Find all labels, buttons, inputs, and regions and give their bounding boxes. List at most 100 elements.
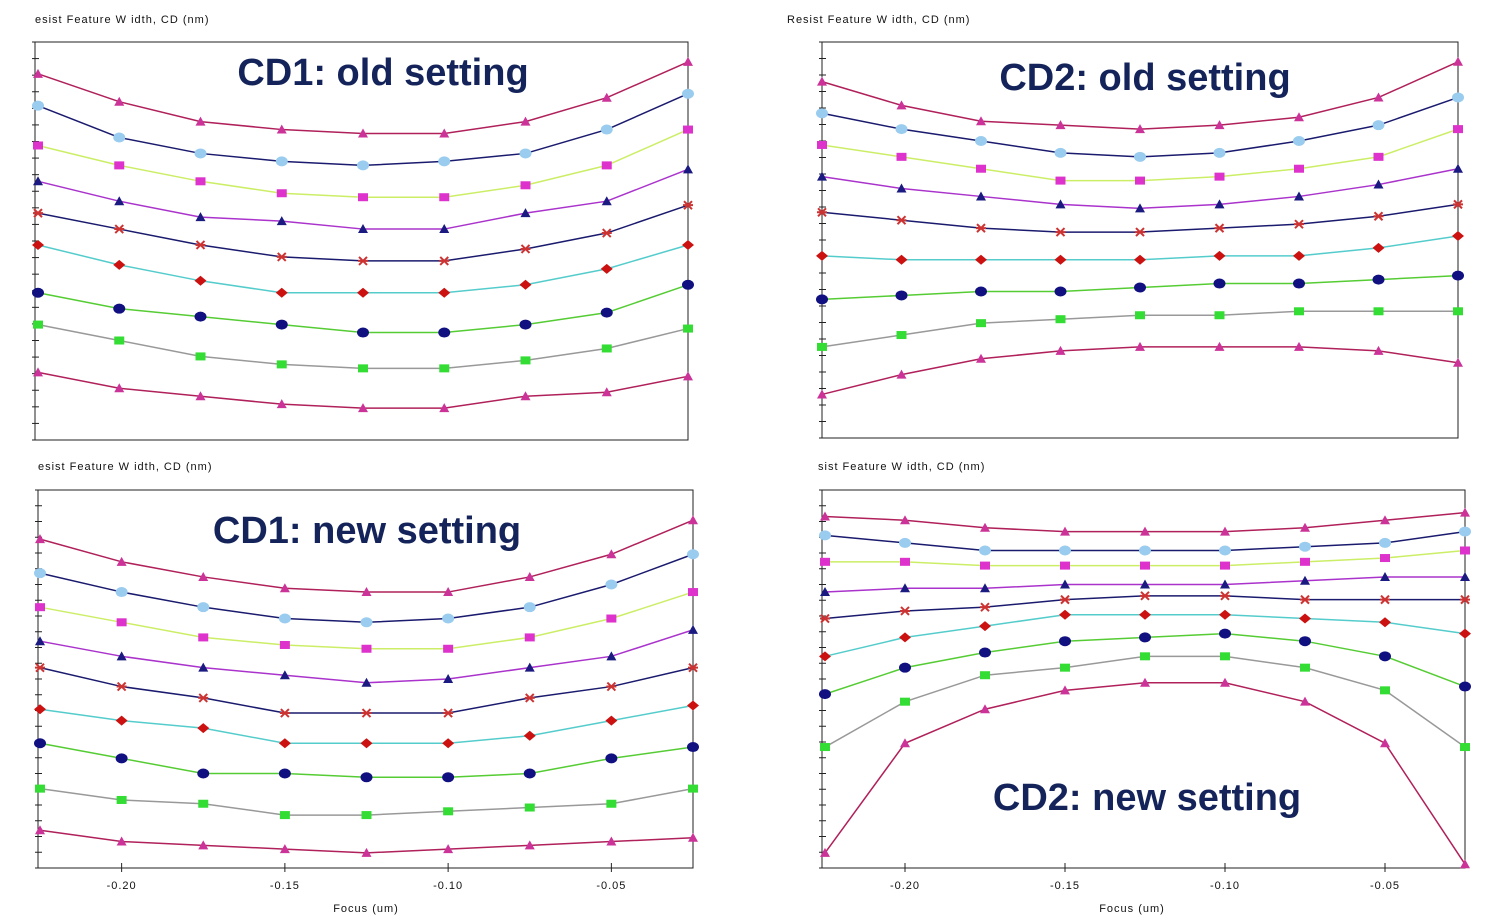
- marker: [358, 364, 368, 373]
- marker: [975, 286, 987, 297]
- marker: [443, 807, 454, 816]
- marker: [1373, 307, 1384, 316]
- marker: [1453, 163, 1463, 173]
- marker: [1380, 738, 1390, 748]
- marker: [519, 319, 532, 330]
- marker: [33, 320, 43, 329]
- marker: [35, 662, 45, 673]
- marker: [114, 161, 125, 170]
- marker: [976, 223, 986, 233]
- marker: [358, 224, 368, 234]
- marker: [682, 239, 694, 250]
- marker: [34, 704, 46, 715]
- marker: [1054, 286, 1067, 297]
- marker: [358, 128, 368, 138]
- marker: [115, 587, 128, 598]
- marker: [600, 124, 613, 135]
- marker: [899, 632, 911, 643]
- marker: [443, 644, 454, 653]
- marker: [1055, 345, 1066, 355]
- marker: [1214, 223, 1225, 233]
- marker: [1220, 561, 1230, 570]
- marker: [357, 160, 369, 171]
- marker: [520, 391, 531, 401]
- series-line: [821, 167, 1459, 210]
- series: [32, 88, 694, 171]
- marker: [896, 183, 907, 193]
- marker: [113, 303, 126, 314]
- marker: [817, 76, 827, 86]
- series-line: [37, 244, 689, 294]
- marker: [1139, 609, 1151, 620]
- series: [817, 199, 1463, 237]
- marker: [900, 697, 910, 706]
- marker: [605, 753, 618, 764]
- marker: [275, 319, 288, 330]
- marker: [1214, 199, 1225, 209]
- series: [817, 125, 1463, 185]
- marker: [1219, 628, 1231, 639]
- marker: [1220, 652, 1230, 661]
- marker: [1220, 591, 1230, 601]
- marker: [360, 617, 373, 628]
- marker: [114, 224, 125, 234]
- marker: [1135, 176, 1145, 185]
- marker: [523, 768, 536, 779]
- marker: [1293, 278, 1305, 289]
- marker: [688, 784, 698, 793]
- series: [35, 662, 698, 718]
- marker: [276, 189, 287, 198]
- marker: [438, 327, 451, 338]
- marker: [439, 256, 450, 266]
- marker: [197, 723, 210, 734]
- series: [820, 677, 1470, 869]
- marker: [115, 753, 128, 764]
- marker: [1219, 545, 1231, 556]
- marker: [1300, 594, 1310, 605]
- marker: [687, 700, 699, 711]
- marker: [116, 795, 127, 804]
- marker: [358, 403, 368, 413]
- series: [816, 92, 1464, 162]
- marker: [606, 681, 617, 692]
- marker: [600, 263, 613, 274]
- marker: [1140, 591, 1150, 601]
- marker: [524, 840, 535, 850]
- marker: [820, 511, 830, 521]
- marker: [1055, 199, 1066, 209]
- marker: [443, 587, 454, 597]
- marker: [1459, 628, 1471, 639]
- marker: [358, 193, 368, 202]
- marker: [601, 161, 612, 170]
- marker: [606, 614, 617, 623]
- marker: [361, 677, 372, 687]
- marker: [1213, 250, 1226, 261]
- marker: [113, 259, 126, 270]
- marker: [976, 191, 986, 201]
- marker: [976, 116, 986, 126]
- marker: [443, 844, 454, 854]
- marker: [1220, 526, 1230, 536]
- marker: [606, 799, 617, 808]
- marker: [683, 164, 693, 174]
- x-tick-label: -0.20: [107, 880, 137, 892]
- marker: [1060, 561, 1070, 570]
- marker: [1219, 609, 1231, 620]
- marker: [605, 579, 618, 590]
- marker: [114, 96, 125, 106]
- marker: [520, 356, 531, 365]
- marker: [606, 651, 617, 661]
- marker: [1372, 242, 1385, 253]
- marker: [198, 571, 209, 581]
- marker: [688, 588, 698, 597]
- x-tick-label: -0.05: [596, 880, 626, 892]
- marker: [1214, 311, 1225, 320]
- marker: [975, 136, 987, 146]
- marker: [899, 537, 911, 548]
- marker: [900, 738, 910, 748]
- marker: [900, 583, 910, 593]
- marker: [32, 287, 44, 298]
- marker: [606, 836, 617, 846]
- marker: [278, 768, 291, 779]
- marker: [1060, 579, 1070, 589]
